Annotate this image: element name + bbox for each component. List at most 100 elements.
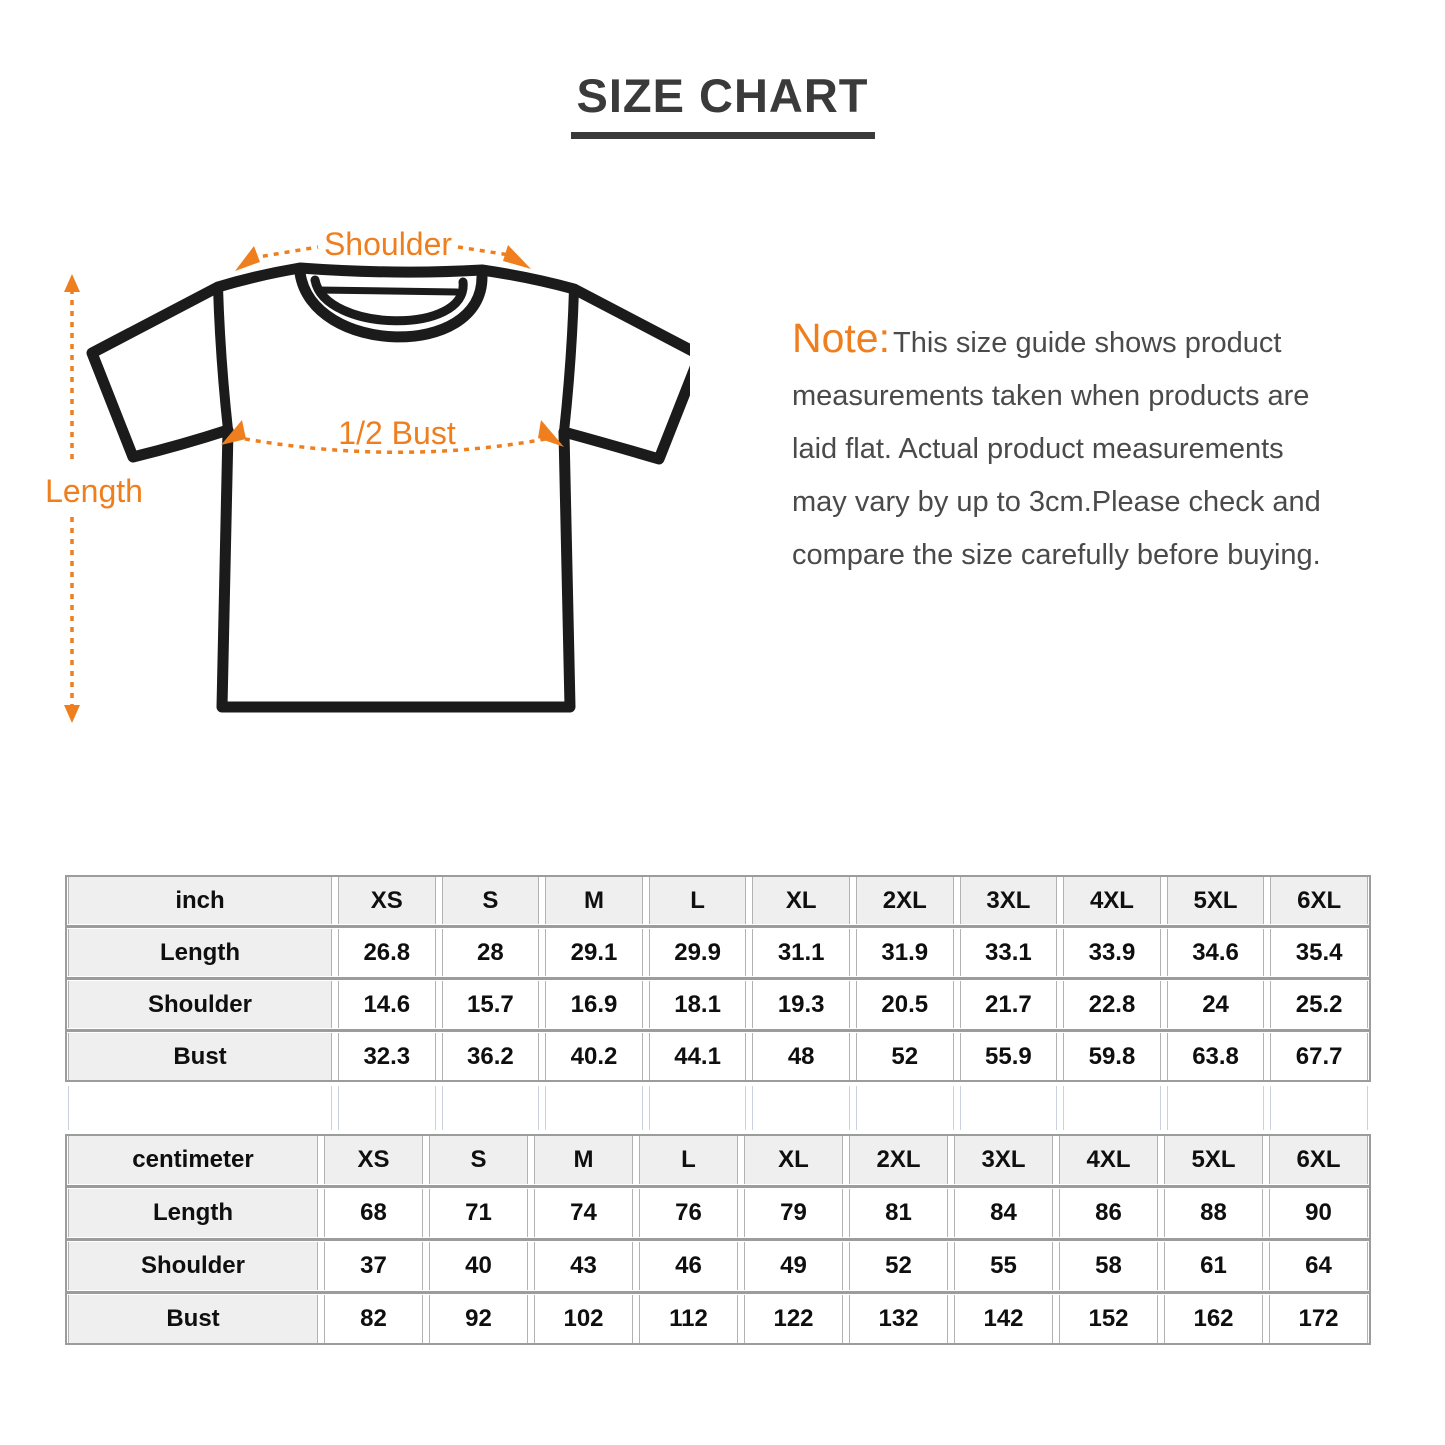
size-value-cell: 35.4 bbox=[1270, 929, 1368, 976]
size-column-header: 4XL bbox=[1063, 877, 1161, 924]
table-row: Length 68 71 74 76 79 81 84 86 88 90 bbox=[67, 1189, 1369, 1237]
arrowhead-right-icon bbox=[503, 245, 531, 269]
size-value-cell: 22.8 bbox=[1063, 981, 1161, 1028]
size-value-cell: 43 bbox=[534, 1242, 633, 1290]
size-column-header: S bbox=[441, 877, 540, 924]
size-value-cell: 162 bbox=[1164, 1295, 1263, 1343]
spacer-cell bbox=[545, 1086, 643, 1130]
size-value-cell: 31.1 bbox=[752, 929, 850, 976]
size-value-cell: 25.2 bbox=[1270, 981, 1368, 1028]
note-block: Note: This size guide shows product measu… bbox=[792, 312, 1407, 582]
size-value-cell: 92 bbox=[429, 1295, 528, 1343]
row-label: Length bbox=[68, 929, 332, 976]
size-column-header: 6XL bbox=[1269, 1136, 1368, 1184]
spacer-cell bbox=[1063, 1086, 1161, 1130]
size-value-cell: 64 bbox=[1269, 1242, 1368, 1290]
size-column-header: S bbox=[429, 1136, 528, 1184]
size-column-header: 3XL bbox=[954, 1136, 1053, 1184]
size-value-cell: 52 bbox=[849, 1242, 948, 1290]
size-value-cell: 28 bbox=[441, 929, 540, 976]
row-separator bbox=[67, 1029, 1369, 1032]
size-value-cell: 84 bbox=[954, 1189, 1053, 1237]
size-value-cell: 46 bbox=[639, 1242, 738, 1290]
row-separator bbox=[67, 925, 1369, 928]
length-arrow: Length bbox=[45, 274, 143, 723]
table-row: Bust 82 92 102 112 122 132 142 152 162 1… bbox=[67, 1295, 1369, 1343]
table-row: Shoulder 37 40 43 46 49 52 55 58 61 64 bbox=[67, 1242, 1369, 1290]
note-line: may vary by up to 3cm.Please check and bbox=[792, 486, 1321, 518]
length-arrow-label: Length bbox=[45, 473, 143, 509]
size-value-cell: 55.9 bbox=[959, 1033, 1058, 1080]
size-value-cell: 15.7 bbox=[441, 981, 540, 1028]
size-value-cell: 48 bbox=[752, 1033, 850, 1080]
size-value-cell: 32.3 bbox=[338, 1033, 436, 1080]
size-value-cell: 16.9 bbox=[545, 981, 643, 1028]
row-separator bbox=[67, 1238, 1369, 1241]
size-value-cell: 81 bbox=[849, 1189, 948, 1237]
size-value-cell: 44.1 bbox=[648, 1033, 747, 1080]
size-value-cell: 102 bbox=[534, 1295, 633, 1343]
size-value-cell: 31.9 bbox=[855, 929, 954, 976]
size-value-cell: 21.7 bbox=[959, 981, 1058, 1028]
size-column-header: XL bbox=[744, 1136, 843, 1184]
row-separator bbox=[67, 977, 1369, 980]
size-column-header: M bbox=[545, 877, 643, 924]
size-value-cell: 59.8 bbox=[1063, 1033, 1161, 1080]
size-value-cell: 68 bbox=[324, 1189, 423, 1237]
shoulder-arrow-label: Shoulder bbox=[324, 226, 452, 262]
spacer-cell bbox=[959, 1086, 1058, 1130]
spacer-cell bbox=[441, 1086, 540, 1130]
size-value-cell: 76 bbox=[639, 1189, 738, 1237]
bust-arrow: 1/2 Bust bbox=[221, 415, 564, 454]
size-value-cell: 18.1 bbox=[648, 981, 747, 1028]
spacer-cell bbox=[1166, 1086, 1265, 1130]
size-value-cell: 152 bbox=[1059, 1295, 1158, 1343]
table-spacer-row bbox=[65, 1086, 1371, 1130]
size-column-header: 2XL bbox=[855, 877, 954, 924]
size-value-cell: 20.5 bbox=[855, 981, 954, 1028]
size-value-cell: 19.3 bbox=[752, 981, 850, 1028]
table-header-row: centimeter XS S M L XL 2XL 3XL 4XL 5XL 6… bbox=[67, 1136, 1369, 1184]
size-value-cell: 33.1 bbox=[959, 929, 1058, 976]
row-separator bbox=[67, 1291, 1369, 1294]
arrowhead-right-icon bbox=[538, 420, 564, 447]
shoulder-arrow: Shoulder bbox=[235, 226, 531, 271]
arrowhead-left-icon bbox=[235, 246, 260, 271]
size-value-cell: 24 bbox=[1166, 981, 1265, 1028]
page-title: SIZE CHART bbox=[570, 68, 875, 139]
size-column-header: XS bbox=[338, 877, 436, 924]
row-label: Length bbox=[68, 1189, 318, 1237]
note-line: compare the size carefully before buying… bbox=[792, 539, 1321, 571]
note-text: This size guide shows product bbox=[893, 327, 1282, 359]
unit-label: centimeter bbox=[68, 1136, 318, 1184]
spacer-cell bbox=[1270, 1086, 1368, 1130]
size-column-header: 2XL bbox=[849, 1136, 948, 1184]
spacer-cell bbox=[752, 1086, 850, 1130]
size-value-cell: 49 bbox=[744, 1242, 843, 1290]
size-column-header: 3XL bbox=[959, 877, 1058, 924]
size-value-cell: 74 bbox=[534, 1189, 633, 1237]
row-separator bbox=[67, 1185, 1369, 1188]
unit-label: inch bbox=[68, 877, 332, 924]
size-value-cell: 79 bbox=[744, 1189, 843, 1237]
size-column-header: L bbox=[639, 1136, 738, 1184]
size-column-header: 6XL bbox=[1270, 877, 1368, 924]
row-label: Shoulder bbox=[68, 981, 332, 1028]
tshirt-measurement-diagram: Shoulder 1/2 Bust Length bbox=[45, 226, 690, 723]
table-row: Length 26.8 28 29.1 29.9 31.1 31.9 33.1 … bbox=[67, 929, 1369, 976]
note-line: laid flat. Actual product measurements bbox=[792, 433, 1284, 465]
size-value-cell: 55 bbox=[954, 1242, 1053, 1290]
size-column-header: 4XL bbox=[1059, 1136, 1158, 1184]
table-row: Shoulder 14.6 15.7 16.9 18.1 19.3 20.5 2… bbox=[67, 981, 1369, 1028]
size-value-cell: 63.8 bbox=[1166, 1033, 1265, 1080]
size-value-cell: 40.2 bbox=[545, 1033, 643, 1080]
size-value-cell: 112 bbox=[639, 1295, 738, 1343]
size-value-cell: 34.6 bbox=[1166, 929, 1265, 976]
size-value-cell: 67.7 bbox=[1270, 1033, 1368, 1080]
size-value-cell: 58 bbox=[1059, 1242, 1158, 1290]
spacer-cell bbox=[855, 1086, 954, 1130]
row-label: Bust bbox=[68, 1033, 332, 1080]
size-column-header: XL bbox=[752, 877, 850, 924]
size-value-cell: 61 bbox=[1164, 1242, 1263, 1290]
row-label: Bust bbox=[68, 1295, 318, 1343]
